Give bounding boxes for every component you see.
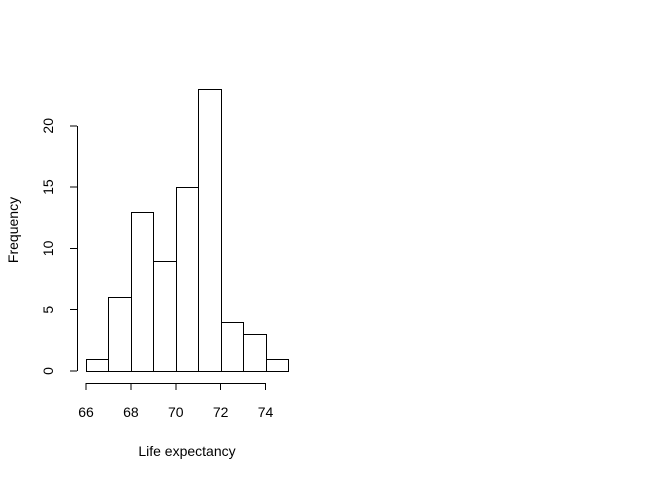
- histogram-bar: [131, 212, 154, 372]
- histogram-bar: [221, 322, 244, 372]
- x-tick-label: 66: [78, 404, 94, 420]
- x-axis-ticks: 66 68 70 72 74: [78, 383, 274, 420]
- y-axis-ticks: 0 5 10 15 20: [40, 118, 77, 375]
- histogram-bar: [243, 334, 267, 372]
- x-axis-title: Life expectancy: [138, 443, 235, 459]
- histogram-bar: [108, 297, 132, 372]
- histogram-bar: [198, 89, 222, 372]
- x-tick-label: 72: [213, 404, 229, 420]
- y-tick-label: 10: [40, 240, 56, 256]
- x-tick-label: 70: [168, 404, 184, 420]
- histogram-bar: [86, 359, 109, 372]
- histogram-bar: [153, 261, 177, 372]
- x-tick-label: 74: [258, 404, 274, 420]
- y-tick-label: 0: [40, 367, 56, 375]
- y-tick-label: 20: [40, 118, 56, 134]
- y-tick-label: 15: [40, 179, 56, 195]
- x-tick-label: 68: [123, 404, 139, 420]
- histogram-bar: [266, 359, 289, 372]
- y-axis-title: Frequency: [5, 197, 21, 263]
- histogram-bar: [176, 187, 199, 372]
- histogram-bars: [86, 89, 289, 372]
- y-tick-label: 5: [40, 306, 56, 314]
